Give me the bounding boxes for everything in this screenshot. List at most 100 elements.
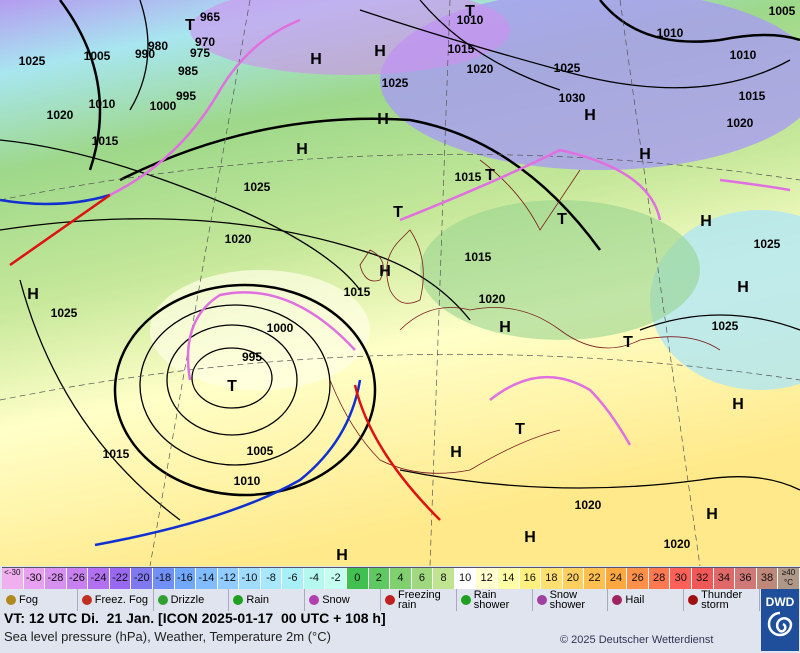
legend-icon: [6, 595, 16, 605]
legend-item: Snow: [305, 589, 381, 611]
isobar-label: 1020: [727, 116, 754, 130]
scale-cell: -22: [109, 568, 132, 589]
pressure-center: T: [623, 334, 633, 351]
scale-cell: -28: [45, 568, 67, 589]
isobar-label: 965: [200, 10, 220, 24]
copyright: © 2025 Deutscher Wetterdienst: [560, 634, 714, 646]
pressure-center: H: [377, 111, 389, 128]
pressure-center: T: [185, 17, 195, 34]
isobar-label: 1025: [712, 319, 739, 333]
scale-cell: 24: [605, 568, 628, 589]
pressure-center: H: [27, 286, 39, 303]
legend-icon: [688, 595, 699, 605]
pressure-center: H: [700, 213, 712, 230]
legend-item: Drizzle: [154, 589, 230, 611]
legend-label: Rain: [246, 594, 270, 606]
isobar-label: 1025: [19, 54, 46, 68]
pressure-center: H: [336, 547, 348, 564]
scale-cell: 2: [368, 568, 391, 589]
legend-icon: [536, 595, 547, 605]
isobar-label: 1010: [89, 97, 116, 111]
scale-cell: 14: [497, 568, 520, 589]
pressure-center: H: [737, 279, 749, 296]
dwd-logo: DWD: [761, 589, 799, 651]
land-area: [420, 200, 700, 340]
isobar-label: 975: [190, 46, 210, 60]
pressure-center: H: [296, 141, 308, 158]
isobar-label: 1025: [754, 237, 781, 251]
isobar-label: 1015: [465, 250, 492, 264]
scale-cell: -14: [196, 568, 218, 589]
pressure-center: T: [227, 378, 237, 395]
legend-item: Rain: [229, 589, 306, 611]
legend-label: Snow shower: [549, 589, 586, 611]
legend-icon: [384, 595, 395, 605]
pressure-center: H: [706, 506, 718, 523]
scale-cell: 28: [648, 568, 671, 589]
legend-label: Freez. Fog: [94, 594, 148, 606]
legend-icon: [81, 595, 92, 605]
isobar-label: 980: [148, 39, 168, 53]
logo-text: DWD: [765, 595, 795, 609]
pressure-center: H: [374, 43, 386, 60]
scale-cell: 18: [541, 568, 563, 589]
isobar-label: 1000: [150, 99, 177, 113]
isobar-label: 1025: [51, 306, 78, 320]
scale-cell: -10: [239, 568, 261, 589]
pressure-center: H: [584, 107, 596, 124]
scale-cell: 32: [692, 568, 714, 589]
isobar-label: 1005: [84, 49, 111, 63]
legend-icon: [309, 595, 320, 605]
legend-label: Thunder storm: [701, 589, 743, 611]
scale-cell: 4: [390, 568, 412, 589]
scale-cell: -6: [282, 568, 304, 589]
isobar-label: 1015: [455, 170, 482, 184]
scale-cell: 26: [627, 568, 649, 589]
logo-icon: [767, 611, 793, 637]
legend-icon: [612, 595, 623, 605]
scale-cell: -12: [217, 568, 240, 589]
map: 9659709759809859909951000100510101015102…: [0, 0, 800, 566]
legend-item: Freez. Fog: [78, 589, 154, 611]
scale-cell: -30: [23, 568, 46, 589]
isobar-label: 1020: [467, 62, 494, 76]
fronts: [0, 18, 791, 547]
isobar-label: 1020: [225, 232, 252, 246]
legend-label: Drizzle: [170, 594, 205, 606]
pressure-center: T: [485, 167, 495, 184]
isobar-label: 1015: [344, 285, 371, 299]
scale-cell: 36: [735, 568, 757, 589]
legend-label: Rain shower: [473, 589, 510, 611]
weather-legend: Fog Freez. Fog Drizzle Rain Snow Freezing rai…: [2, 589, 760, 611]
scale-cell: 0: [347, 568, 369, 589]
legend-item: Snow shower: [533, 589, 609, 611]
pressure-center: T: [393, 204, 403, 221]
scale-cell: 16: [519, 568, 542, 589]
scale-cell: ≥40 °C: [778, 568, 800, 589]
scale-cell: -8: [260, 568, 283, 589]
isobar-label: 1015: [739, 89, 766, 103]
scale-cell: 38: [756, 568, 779, 589]
isobar-label: 990: [135, 47, 155, 61]
scale-cell: 34: [713, 568, 736, 589]
scale-cell: -4: [303, 568, 326, 589]
pressure-center: T: [465, 3, 475, 20]
isobar-label: 1025: [244, 180, 271, 194]
scale-cell: 20: [562, 568, 585, 589]
legend-icon: [460, 595, 471, 605]
isobar-label: 1015: [448, 42, 475, 56]
isobar-label: 995: [242, 350, 262, 364]
isobar-label: 1005: [769, 4, 796, 18]
pressure-center: H: [450, 444, 462, 461]
legend-label: Freezing rain: [397, 589, 441, 611]
isobar-label: 995: [176, 89, 196, 103]
scale-cell: -18: [152, 568, 175, 589]
pressure-center: H: [379, 263, 391, 280]
legend-label: Hail: [625, 594, 645, 606]
scale-cell: 8: [433, 568, 455, 589]
valid-time: VT: 12 UTC Di. 21 Jan. [ICON 2025-01-17 …: [4, 610, 386, 626]
pressure-center: H: [639, 146, 651, 163]
isobar-label: 1020: [664, 537, 691, 551]
legend-item: Rain shower: [457, 589, 533, 611]
legend-item: Freezing rain: [381, 589, 457, 611]
